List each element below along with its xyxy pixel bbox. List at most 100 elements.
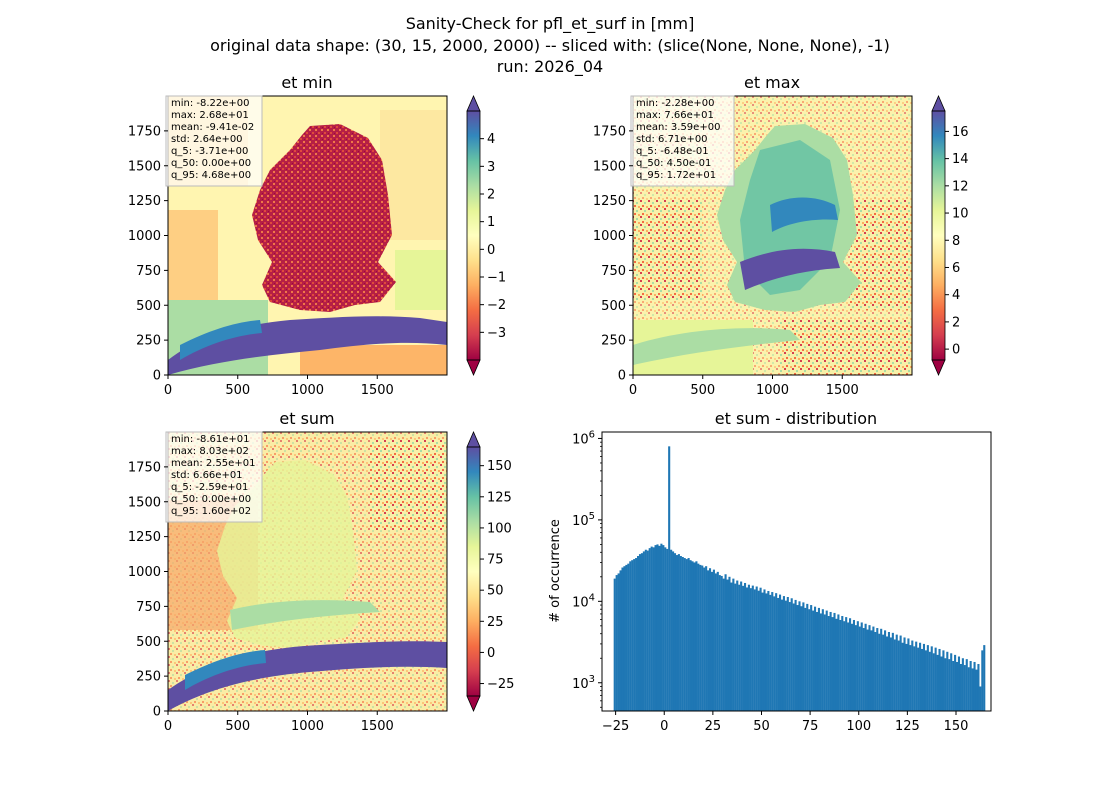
x-tick-label: −25 <box>602 719 629 734</box>
colorbar-tick-label: 50 <box>487 584 504 599</box>
histogram-bar <box>775 593 778 711</box>
histogram-ylabel: # of occurrence <box>548 519 563 623</box>
histogram-bar <box>668 446 671 711</box>
panel-et-sum-distribution: et sum - distribution −25 0 25 50 75 100 125 15… <box>548 409 992 734</box>
colorbar-tick-label: 8 <box>952 234 960 249</box>
histogram-bar <box>637 556 640 711</box>
colorbar-tick-label: 3 <box>487 160 495 175</box>
histogram-bar <box>640 553 643 711</box>
y-tick-label: 106 <box>572 429 595 447</box>
colorbar-ticks-et-max: 0 2 4 6 8 10 12 14 16 <box>945 125 969 358</box>
histogram-bar <box>652 547 655 711</box>
histogram-bar <box>638 554 642 711</box>
stats-line: min: -2.28e+00 <box>636 98 715 109</box>
histogram-bar <box>812 610 815 711</box>
histogram-bar <box>777 597 780 711</box>
histogram-bar <box>666 548 669 711</box>
histogram-bar <box>771 592 774 711</box>
histogram-bar <box>899 635 902 711</box>
colorbar-tick-label: −2 <box>487 298 506 313</box>
stats-line: q_95: 4.68e+00 <box>171 170 251 181</box>
colorbar-tick-label: 4 <box>952 288 960 303</box>
histogram-bar <box>938 648 941 711</box>
histogram-bar <box>654 545 657 711</box>
y-tick-label: 1750 <box>128 460 161 475</box>
histogram-bar <box>860 622 863 711</box>
histogram-bar <box>615 575 618 711</box>
y-tick-label: 0 <box>153 705 161 720</box>
colorbar-tick-label: 12 <box>952 179 969 194</box>
histogram-bar <box>745 587 749 711</box>
histogram-bar <box>897 640 900 711</box>
histogram-bar <box>922 643 926 711</box>
histogram-bar <box>948 659 951 711</box>
histogram-bar <box>658 545 661 711</box>
colorbar-tick-label: 10 <box>952 207 969 222</box>
axes-et-max: 0 500 1000 1500 0 250 500 750 1000 1250 1500 1750 <box>593 124 859 398</box>
histogram-bar <box>646 550 649 711</box>
colorbar-tick-label: 1 <box>487 215 495 230</box>
histogram-bar <box>983 645 986 711</box>
histogram-bar <box>675 555 679 711</box>
axes-et-sum: 0 500 1000 1500 0 250 500 750 1000 1250 1500 1750 <box>128 460 394 734</box>
histogram-bar <box>782 596 785 711</box>
colorbar-tick-label: 2 <box>952 315 960 330</box>
x-tick-label: 1000 <box>291 719 324 734</box>
figure-title-line-3: run: 2026_04 <box>497 57 603 77</box>
histogram-bar <box>629 561 632 711</box>
x-tick-label: 25 <box>705 719 722 734</box>
histogram-bar <box>926 645 929 711</box>
histogram-bar <box>833 612 836 711</box>
histogram-bar <box>876 628 879 711</box>
histogram-bar <box>701 565 704 711</box>
histogram-bar <box>884 630 887 711</box>
histogram-bar <box>695 561 698 711</box>
histogram-bar <box>872 626 875 711</box>
histogram-bar <box>806 603 809 711</box>
histogram-bar <box>673 553 677 711</box>
histogram-bar <box>685 559 688 711</box>
histogram-bar <box>815 611 819 711</box>
panel-title-et-max: et max <box>744 73 800 92</box>
histogram-bar <box>712 569 715 711</box>
colorbar-tick-label: 0 <box>952 343 960 358</box>
stats-line: max: 7.66e+01 <box>636 110 714 121</box>
histogram-bar <box>621 567 624 711</box>
histogram-bar <box>790 598 793 711</box>
histogram-bar <box>930 646 933 711</box>
panel-title-et-sum: et sum <box>279 409 334 428</box>
histogram-bar <box>971 668 974 711</box>
histogram-bar <box>963 665 966 711</box>
y-tick-label: 0 <box>153 369 161 384</box>
histogram-bar <box>932 653 935 711</box>
histogram-bar <box>644 549 647 711</box>
histogram-bar <box>794 599 797 711</box>
histogram-bar <box>959 663 962 711</box>
histogram-bar <box>633 559 636 711</box>
histogram-bar <box>743 582 747 711</box>
histogram-bar <box>817 607 820 711</box>
histogram-bar <box>946 651 949 711</box>
histogram-bar <box>915 641 918 711</box>
x-tick-label: 500 <box>225 719 250 734</box>
colorbar-tick-label: 75 <box>487 553 504 568</box>
histogram-bar <box>819 613 822 711</box>
histogram-bar <box>627 563 630 711</box>
histogram-bar <box>850 623 854 711</box>
histogram-bar <box>751 585 754 711</box>
histogram-bar <box>699 564 702 711</box>
histogram-bar <box>862 628 865 711</box>
histogram-bar <box>722 578 725 711</box>
colorbar-et-max: 0 2 4 6 8 10 12 14 16 <box>931 94 969 377</box>
histogram-bar <box>885 636 889 711</box>
histogram-bar <box>889 637 892 711</box>
stats-line: q_5: -3.71e+00 <box>171 146 248 157</box>
histogram-bar <box>870 630 873 711</box>
histogram-bar <box>631 560 634 711</box>
y-tick-label: 104 <box>572 592 595 610</box>
colorbar-ticks-et-sum: −25 0 25 50 75 100 125 150 <box>480 459 514 692</box>
histogram-bar <box>942 650 945 711</box>
x-tick-label: 100 <box>846 719 871 734</box>
